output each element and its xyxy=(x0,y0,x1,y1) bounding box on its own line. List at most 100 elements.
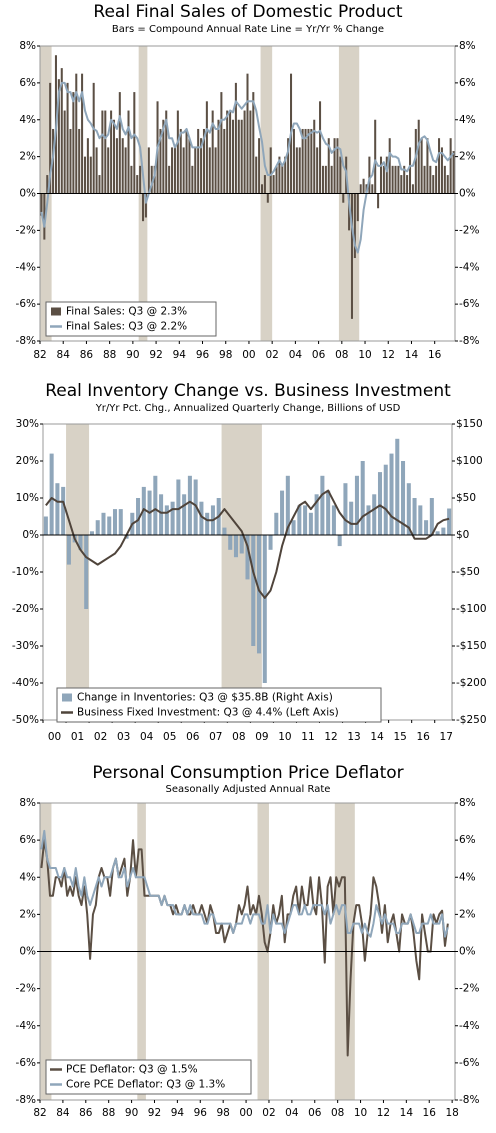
x-tick-label: 14 xyxy=(405,349,419,361)
x-tick-label: 82 xyxy=(33,1107,46,1119)
legend-box xyxy=(56,687,382,723)
bar xyxy=(57,79,60,194)
bar xyxy=(142,193,145,222)
bar xyxy=(441,527,446,535)
x-tick-label: 18 xyxy=(445,1107,458,1119)
recession-shade xyxy=(221,424,262,720)
bar xyxy=(284,156,287,194)
bar xyxy=(202,128,205,194)
bar xyxy=(348,193,351,231)
bar xyxy=(435,531,440,535)
bar xyxy=(360,461,365,535)
bar xyxy=(257,535,262,654)
y2-tick-label: -4% xyxy=(459,261,479,273)
bar xyxy=(319,101,322,194)
bar xyxy=(179,128,182,194)
x-tick-label: 16 xyxy=(417,731,431,743)
bar xyxy=(162,119,165,194)
bar xyxy=(127,110,130,194)
bar xyxy=(252,92,255,194)
bar xyxy=(49,453,54,535)
x-tick-label: 08 xyxy=(232,731,245,743)
x-tick-label: 03 xyxy=(117,731,130,743)
x-tick-label: 94 xyxy=(171,1107,185,1119)
bar xyxy=(339,156,342,194)
x-tick-label: 16 xyxy=(428,349,442,361)
x-tick-label: 17 xyxy=(440,731,453,743)
bar xyxy=(81,73,84,194)
bar xyxy=(379,156,383,194)
y-tick-label: 0% xyxy=(19,946,36,958)
bar xyxy=(182,494,187,535)
bar xyxy=(377,193,380,209)
bar xyxy=(374,119,377,194)
bar xyxy=(200,138,203,194)
y2-tick-label: 4% xyxy=(459,114,476,126)
bar xyxy=(274,512,279,535)
y-tick-label: -8% xyxy=(16,1094,36,1106)
x-tick-label: 06 xyxy=(308,1107,322,1119)
x-tick-label: 98 xyxy=(219,349,232,361)
bar xyxy=(217,119,220,194)
bar xyxy=(89,156,92,194)
bar xyxy=(86,138,89,194)
y2-tick-label: 0% xyxy=(459,188,476,200)
x-tick-label: 00 xyxy=(242,349,255,361)
bar xyxy=(359,184,362,194)
y-tick-label: 8% xyxy=(19,797,36,809)
x-tick-label: 06 xyxy=(186,731,200,743)
x-tick-label: 15 xyxy=(393,731,406,743)
bar xyxy=(260,184,264,194)
y2-tick-label: $50 xyxy=(456,492,476,504)
bar xyxy=(78,128,81,194)
bar xyxy=(281,165,284,194)
bar xyxy=(185,128,188,194)
chart-subtitle: Seasonally Adjusted Annual Rate xyxy=(166,784,331,795)
bar xyxy=(187,475,192,535)
bar xyxy=(223,128,226,194)
bar xyxy=(165,110,168,194)
y-tick-label: 2% xyxy=(19,908,36,920)
x-tick-label: 16 xyxy=(423,1107,437,1119)
bar xyxy=(144,193,147,218)
bar xyxy=(406,175,409,194)
bar xyxy=(121,138,124,194)
line xyxy=(40,839,449,1057)
bar xyxy=(395,438,400,535)
bar xyxy=(401,461,406,535)
bar xyxy=(136,175,139,194)
x-tick-label: 02 xyxy=(94,731,107,743)
y2-tick-label: -$50 xyxy=(456,566,480,578)
bar xyxy=(429,165,432,194)
bar xyxy=(269,147,272,194)
bar xyxy=(287,138,290,194)
x-tick-label: 12 xyxy=(377,1107,390,1119)
chart-subtitle: Yr/Yr Pct. Chg., Annualized Quarterly Ch… xyxy=(95,403,401,414)
y2-tick-label: $150 xyxy=(456,418,483,430)
chart-title: Real Final Sales of Domestic Product xyxy=(93,2,402,22)
x-tick-label: 88 xyxy=(102,1107,115,1119)
bar xyxy=(43,193,46,240)
bar xyxy=(92,82,95,194)
y2-tick-label: 4% xyxy=(459,871,476,883)
bar xyxy=(438,138,441,194)
bar xyxy=(84,535,89,609)
y2-tick-label: -$100 xyxy=(456,603,487,615)
bar xyxy=(43,516,48,535)
x-tick-label: 09 xyxy=(255,731,268,743)
bar xyxy=(237,119,240,194)
x-tick-label: 96 xyxy=(194,1107,208,1119)
bar xyxy=(409,147,412,194)
y-tick-label: 6% xyxy=(19,77,36,89)
y-tick-label: -30% xyxy=(12,640,39,652)
y-tick-label: -10% xyxy=(12,566,39,578)
bar xyxy=(246,73,249,194)
y-tick-label: 20% xyxy=(16,455,39,467)
bar xyxy=(249,110,252,194)
bar xyxy=(353,193,356,259)
bar xyxy=(60,68,63,194)
bar xyxy=(414,128,417,194)
bar xyxy=(303,505,308,535)
bar xyxy=(214,147,217,194)
bar xyxy=(310,128,313,194)
